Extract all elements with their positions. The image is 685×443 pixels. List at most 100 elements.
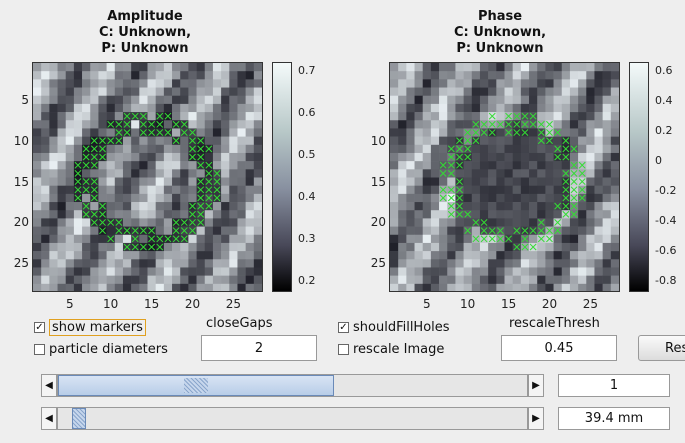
pixel [82, 112, 91, 121]
pixel [49, 259, 58, 268]
marker [578, 161, 586, 169]
pixel [439, 242, 448, 252]
slider-1-value[interactable]: 1 [558, 374, 670, 397]
pixel [422, 128, 432, 137]
left-arrow-icon[interactable]: ◀ [41, 407, 57, 430]
rescale-image-checkbox[interactable]: rescale Image [338, 342, 444, 357]
amplitude-plot[interactable] [32, 62, 263, 292]
phase-image [390, 63, 619, 291]
pixel [33, 210, 42, 219]
pixel [520, 144, 530, 154]
pixel [390, 242, 399, 252]
pixel [180, 283, 189, 291]
marker [164, 129, 172, 136]
pixel [212, 251, 222, 260]
pixel [447, 112, 456, 121]
amplitude-title-line1: Amplitude [107, 9, 183, 24]
close-gaps-input[interactable]: 2 [201, 335, 317, 361]
pixel [479, 242, 489, 252]
pixel [90, 103, 99, 113]
pixel [212, 79, 222, 88]
marker [131, 227, 139, 235]
pixel [430, 210, 440, 219]
pixel [553, 120, 563, 129]
marker [115, 129, 123, 136]
pixel [602, 128, 612, 137]
pixel [229, 210, 238, 219]
pixel [594, 234, 603, 244]
phase-plot[interactable] [389, 62, 620, 292]
pixel [155, 267, 165, 276]
slider-1-thumb[interactable] [184, 378, 208, 393]
pixel [512, 161, 522, 170]
pixel [545, 259, 554, 268]
pixel [447, 120, 456, 129]
pixel [41, 144, 50, 154]
pixel [422, 234, 432, 244]
marker [513, 112, 521, 120]
pixel [447, 103, 456, 113]
pixel [406, 234, 415, 244]
pixel [422, 226, 432, 236]
pixel [131, 169, 140, 178]
pixel [172, 87, 181, 97]
pixel [147, 259, 156, 268]
pixel [106, 193, 116, 203]
reset-button[interactable]: Reset [638, 335, 685, 361]
pixel [163, 267, 173, 276]
pixel [229, 63, 238, 72]
slider-2-thumb[interactable] [72, 408, 86, 429]
pixel [49, 63, 58, 72]
pixel [122, 185, 132, 195]
pixel [155, 95, 165, 105]
pixel [41, 193, 50, 203]
pixel [253, 177, 262, 186]
left-arrow-icon[interactable]: ◀ [41, 374, 57, 397]
pixel [414, 210, 424, 219]
slider-2-value[interactable]: 39.4 mm [558, 407, 670, 430]
marker [197, 219, 205, 226]
pixel [594, 103, 603, 113]
pixel [245, 161, 255, 170]
pixel [504, 161, 513, 170]
pixel [98, 185, 107, 195]
pixel [114, 144, 124, 154]
pixel [561, 103, 571, 113]
marker [131, 243, 139, 251]
pixel [447, 251, 456, 260]
marker [99, 219, 106, 226]
pixel [253, 128, 262, 137]
pixel [561, 87, 571, 97]
pixel [414, 87, 424, 97]
pixel [496, 202, 505, 211]
pixel [245, 251, 255, 260]
marker [115, 227, 123, 235]
pixel [447, 242, 456, 252]
show-markers-checkbox[interactable]: ✓ show markers [34, 319, 146, 336]
slider-2-track[interactable] [57, 407, 528, 430]
pixel [131, 193, 140, 203]
pixel [237, 79, 246, 88]
pixel [471, 87, 481, 97]
right-arrow-icon[interactable]: ▶ [528, 407, 544, 430]
particle-diameters-checkbox[interactable]: particle diameters [34, 342, 168, 357]
slider-2[interactable]: ◀ ▶ [41, 407, 544, 430]
y-tick-label: 25 [370, 256, 386, 271]
slider-1-track[interactable] [57, 374, 528, 397]
pixel [578, 267, 587, 276]
pixel [139, 136, 148, 146]
marker [189, 219, 196, 226]
pixel [545, 251, 554, 260]
pixel [430, 275, 440, 285]
marker [139, 112, 147, 120]
rescale-thresh-input[interactable]: 0.45 [501, 335, 617, 361]
right-arrow-icon[interactable]: ▶ [528, 374, 544, 397]
pixel [147, 161, 156, 170]
pixel [553, 112, 563, 121]
pixel [447, 71, 456, 80]
pixel [529, 161, 538, 170]
pixel [57, 234, 67, 244]
slider-1[interactable]: ◀ ▶ [41, 374, 544, 397]
pixel [471, 259, 481, 268]
should-fill-holes-checkbox[interactable]: ✓ shouldFillHoles [338, 320, 450, 335]
